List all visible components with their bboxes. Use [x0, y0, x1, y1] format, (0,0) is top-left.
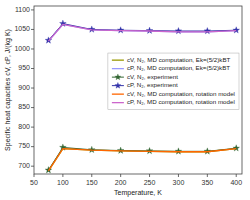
x-tick: [207, 174, 208, 177]
y-tick-label: 1000: [14, 45, 30, 52]
plot-area: [45, 20, 239, 173]
x-tick-label: 50: [30, 179, 38, 186]
legend-marker: [115, 82, 121, 88]
x-tick: [91, 174, 92, 177]
series-marker: [117, 147, 124, 153]
series-line: [48, 24, 236, 41]
x-axis-label: Temperature, K: [114, 189, 162, 197]
y-tick-label: 950: [18, 64, 30, 71]
plot-frame: [34, 6, 242, 174]
y-tick: [31, 9, 34, 10]
y-tick: [31, 29, 34, 30]
y-tick: [31, 127, 34, 128]
x-tick-label: 300: [173, 179, 185, 186]
y-tick-label: 1050: [14, 25, 30, 32]
legend-label: cV, N₂, MD computation, rotation model: [127, 90, 235, 97]
x-tick: [236, 174, 237, 177]
legend-swatch: [112, 68, 124, 69]
series-marker: [233, 27, 240, 33]
y-tick-label: 700: [18, 162, 30, 169]
legend-label: cV, N₂, experiment: [127, 73, 178, 80]
series-line: [48, 149, 236, 171]
x-tick-label: 100: [57, 179, 69, 186]
x-tick-label: 350: [201, 179, 213, 186]
series-marker: [146, 147, 153, 153]
legend-label: cV, N₂, MD computation, Ek=(5/2)kBT: [127, 56, 231, 63]
series-marker: [175, 28, 182, 34]
series-line: [48, 147, 236, 170]
legend-label: cP, N₂, experiment: [127, 81, 178, 88]
x-tick-label: 400: [230, 179, 242, 186]
y-tick-label: 900: [18, 84, 30, 91]
y-tick-label: 800: [18, 123, 30, 130]
y-tick-label: 1100: [15, 6, 30, 13]
x-tick: [62, 174, 63, 177]
y-tick: [31, 166, 34, 167]
legend-swatch: [112, 102, 124, 103]
x-tick-label: 200: [115, 179, 127, 186]
series-marker: [146, 27, 153, 33]
series-line: [48, 24, 236, 41]
y-tick: [31, 48, 34, 49]
x-tick-label: 250: [144, 179, 156, 186]
series-marker: [233, 145, 240, 151]
series-line: [48, 24, 236, 41]
y-tick: [31, 88, 34, 89]
legend-swatch: [112, 59, 124, 60]
legend: cV, N₂, MD computation, Ek=(5/2)kBTcP, N…: [108, 53, 239, 110]
legend-swatch: [112, 93, 124, 94]
legend-label: cP, N₂, MD computation, Ek=(5/2)kBT: [127, 64, 230, 71]
chart: 50 100 150 200 250 300 350 400 700 750 800 850 900 95…: [0, 0, 250, 200]
ticks: 50 100 150 200 250 300 350 400 700 750 800 850 900 95…: [14, 6, 242, 186]
x-tick: [178, 174, 179, 177]
legend-label: cP, N₂, MD computation, rotation model: [127, 98, 235, 105]
series-marker: [175, 148, 182, 154]
series-line: [48, 149, 236, 171]
x-tick-label: 150: [86, 179, 98, 186]
y-tick-label: 850: [18, 103, 30, 110]
y-tick: [31, 146, 34, 147]
x-tick: [149, 174, 150, 177]
legend-marker: [115, 74, 121, 80]
y-axis-label: Specific heat capacities cV, cP, J/(kg K…: [4, 29, 12, 151]
x-tick: [34, 174, 35, 177]
series-marker: [204, 28, 211, 34]
y-tick-label: 750: [18, 142, 30, 149]
y-tick: [31, 107, 34, 108]
series-marker: [117, 27, 124, 33]
y-tick: [31, 68, 34, 69]
x-tick: [120, 174, 121, 177]
legend-frame: [108, 53, 239, 110]
